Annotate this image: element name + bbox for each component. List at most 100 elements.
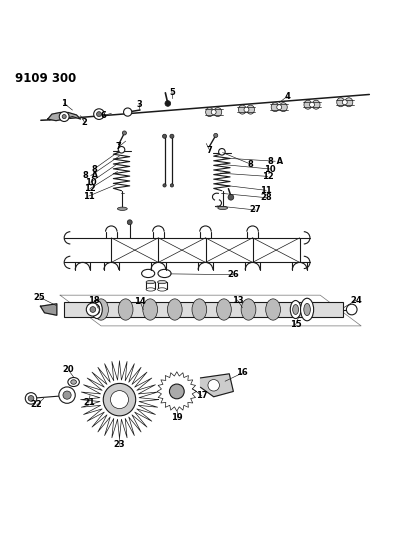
Circle shape xyxy=(118,147,125,153)
Ellipse shape xyxy=(304,100,312,109)
Text: 27: 27 xyxy=(249,206,261,214)
Text: 18: 18 xyxy=(88,296,100,304)
Circle shape xyxy=(170,134,174,138)
Circle shape xyxy=(63,391,71,399)
Ellipse shape xyxy=(68,377,79,386)
Text: 20: 20 xyxy=(62,365,74,374)
Text: 17: 17 xyxy=(196,391,207,400)
Polygon shape xyxy=(48,112,81,120)
Bar xyxy=(242,107,252,112)
Ellipse shape xyxy=(157,288,166,291)
Text: 7: 7 xyxy=(207,146,212,155)
Ellipse shape xyxy=(279,103,287,112)
Text: 11: 11 xyxy=(83,191,95,200)
Circle shape xyxy=(346,304,357,315)
Circle shape xyxy=(309,102,314,107)
Circle shape xyxy=(103,383,136,416)
Text: 6: 6 xyxy=(100,111,106,120)
Circle shape xyxy=(219,149,225,155)
Circle shape xyxy=(244,107,249,112)
Circle shape xyxy=(59,387,75,403)
Ellipse shape xyxy=(290,301,301,319)
Text: 9109 300: 9109 300 xyxy=(15,72,76,85)
Circle shape xyxy=(97,112,102,117)
Text: 28: 28 xyxy=(260,193,272,202)
Text: 13: 13 xyxy=(232,296,243,304)
Ellipse shape xyxy=(218,206,228,209)
Ellipse shape xyxy=(118,207,127,211)
Text: 8: 8 xyxy=(91,165,97,174)
Ellipse shape xyxy=(94,304,100,314)
Text: 21: 21 xyxy=(83,398,95,407)
Circle shape xyxy=(111,391,129,409)
Text: 8 A: 8 A xyxy=(83,171,98,180)
Text: 12: 12 xyxy=(262,172,274,181)
Ellipse shape xyxy=(118,299,133,320)
Ellipse shape xyxy=(143,299,157,320)
Text: 12: 12 xyxy=(84,184,96,193)
Circle shape xyxy=(169,384,184,399)
Circle shape xyxy=(165,101,171,107)
Bar xyxy=(274,104,284,110)
Ellipse shape xyxy=(337,98,344,107)
Text: 26: 26 xyxy=(227,270,239,279)
Ellipse shape xyxy=(214,108,222,117)
Circle shape xyxy=(228,195,234,200)
Bar xyxy=(307,102,317,108)
Circle shape xyxy=(25,393,37,404)
Circle shape xyxy=(162,134,166,138)
Bar xyxy=(64,302,343,317)
Ellipse shape xyxy=(146,280,155,284)
Bar xyxy=(157,282,166,289)
Ellipse shape xyxy=(157,280,166,284)
Text: 22: 22 xyxy=(31,400,43,409)
Ellipse shape xyxy=(293,304,298,314)
Text: 16: 16 xyxy=(236,368,248,377)
Ellipse shape xyxy=(345,98,353,107)
Text: 7: 7 xyxy=(116,142,122,151)
Ellipse shape xyxy=(238,105,246,114)
Bar xyxy=(209,109,219,115)
Bar xyxy=(340,100,350,105)
Circle shape xyxy=(170,184,173,187)
Ellipse shape xyxy=(247,105,254,114)
Text: 8: 8 xyxy=(248,159,254,168)
Circle shape xyxy=(163,184,166,187)
Circle shape xyxy=(214,133,218,138)
Circle shape xyxy=(122,131,127,135)
Text: 19: 19 xyxy=(171,413,182,422)
Polygon shape xyxy=(201,374,233,397)
Circle shape xyxy=(28,395,34,401)
Text: 25: 25 xyxy=(34,293,46,302)
Circle shape xyxy=(208,379,219,391)
Text: 10: 10 xyxy=(85,177,97,187)
Text: 1: 1 xyxy=(61,99,67,108)
Circle shape xyxy=(277,104,282,110)
Text: 4: 4 xyxy=(284,92,290,101)
Text: 5: 5 xyxy=(169,87,175,96)
Polygon shape xyxy=(40,304,57,315)
Ellipse shape xyxy=(312,100,320,109)
Text: 8 A: 8 A xyxy=(268,157,283,166)
Ellipse shape xyxy=(192,299,207,320)
Circle shape xyxy=(211,110,216,115)
Circle shape xyxy=(342,100,347,104)
Polygon shape xyxy=(81,361,158,439)
Circle shape xyxy=(127,220,132,225)
Ellipse shape xyxy=(300,298,314,321)
Text: 14: 14 xyxy=(134,297,146,306)
Text: 15: 15 xyxy=(290,320,302,329)
Ellipse shape xyxy=(271,103,279,112)
Ellipse shape xyxy=(241,299,256,320)
Ellipse shape xyxy=(94,299,109,320)
Ellipse shape xyxy=(92,301,102,319)
Bar xyxy=(146,282,155,289)
Circle shape xyxy=(90,306,96,312)
Ellipse shape xyxy=(304,303,310,316)
Ellipse shape xyxy=(206,108,214,117)
Text: 10: 10 xyxy=(264,165,276,174)
Ellipse shape xyxy=(167,299,182,320)
Circle shape xyxy=(124,108,132,116)
Circle shape xyxy=(62,115,66,119)
Text: 2: 2 xyxy=(82,118,88,127)
